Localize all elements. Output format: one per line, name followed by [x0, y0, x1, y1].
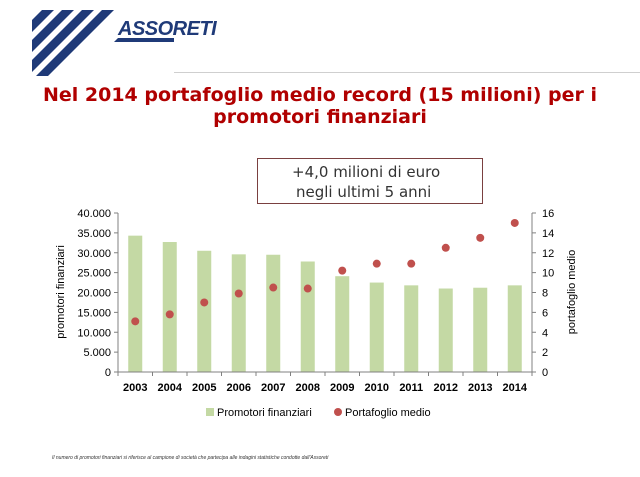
y-tick-label-right: 2 — [542, 347, 548, 359]
assoreti-logo: ASSORETI — [32, 10, 217, 76]
growth-annotation-box: +4,0 milioni di euro negli ultimi 5 anni — [257, 158, 483, 204]
y-tick-label-right: 4 — [542, 327, 548, 339]
y-tick-label-left: 30.000 — [77, 248, 111, 260]
bar-2007 — [266, 254, 281, 372]
bar-2005 — [197, 250, 212, 372]
dot-2013 — [476, 233, 485, 242]
bar-2003 — [128, 235, 143, 372]
y-tick-label-right: 10 — [542, 268, 554, 280]
y-tick-label-left: 20.000 — [77, 288, 111, 300]
dot-2012 — [441, 243, 450, 252]
x-tick-label-2013: 2013 — [468, 382, 492, 394]
y-tick-label-right: 6 — [542, 307, 548, 319]
title-line-1: Nel 2014 portafoglio medio record (15 mi… — [42, 84, 598, 106]
y-tick-label-right: 16 — [542, 208, 554, 220]
slide-title: Nel 2014 portafoglio medio record (15 mi… — [40, 84, 600, 128]
header-divider — [174, 72, 640, 73]
x-tick-label-2014: 2014 — [503, 382, 528, 394]
x-tick-label-2003: 2003 — [123, 382, 147, 394]
x-tick-label-2004: 2004 — [158, 382, 183, 394]
x-tick-label-2011: 2011 — [399, 382, 423, 394]
bar-2004 — [162, 242, 177, 372]
x-tick-label-2012: 2012 — [434, 382, 458, 394]
x-tick-label-2006: 2006 — [227, 382, 251, 394]
legend-swatch-promotori — [206, 408, 214, 416]
annotation-line-2: negli ultimi 5 anni — [296, 183, 432, 201]
dot-2008 — [303, 284, 312, 293]
legend-label-promotori: Promotori finanziari — [217, 407, 312, 419]
x-tick-label-2009: 2009 — [330, 382, 354, 394]
bar-2013 — [473, 287, 488, 372]
y-axis-title-left: promotori finanziari — [55, 245, 67, 339]
annotation-line-1: +4,0 milioni di euro — [292, 163, 441, 181]
x-tick-label-2008: 2008 — [296, 382, 320, 394]
y-tick-label-left: 15.000 — [77, 307, 111, 319]
bar-2011 — [404, 285, 419, 372]
dot-2005 — [200, 298, 209, 307]
bar-2006 — [231, 254, 246, 372]
dot-2011 — [407, 259, 416, 268]
y-tick-label-left: 40.000 — [77, 208, 111, 220]
y-tick-label-right: 12 — [542, 248, 554, 260]
y-tick-label-right: 0 — [542, 367, 548, 379]
dot-2006 — [234, 289, 243, 298]
dot-2004 — [165, 310, 174, 319]
dot-2007 — [269, 283, 278, 292]
bar-2008 — [300, 261, 315, 372]
footnote: Il numero di promotori finanziari si rif… — [52, 455, 329, 461]
logo-wordmark: ASSORETI — [118, 18, 217, 40]
bar-2010 — [369, 282, 384, 372]
x-tick-label-2010: 2010 — [365, 382, 389, 394]
legend-swatch-portafoglio — [334, 408, 342, 416]
y-tick-label-right: 8 — [542, 288, 548, 300]
bar-2014 — [507, 285, 522, 372]
bar-2012 — [438, 288, 453, 372]
y-tick-label-left: 25.000 — [77, 268, 111, 280]
y-tick-label-left: 10.000 — [77, 327, 111, 339]
x-tick-label-2007: 2007 — [261, 382, 285, 394]
y-tick-label-left: 0 — [105, 367, 111, 379]
dot-2009 — [338, 266, 347, 275]
dot-2014 — [510, 218, 519, 227]
y-tick-label-right: 14 — [542, 228, 554, 240]
y-tick-label-left: 35.000 — [77, 228, 111, 240]
logo-stripes-icon — [32, 10, 174, 76]
title-line-2: promotori finanziari — [213, 106, 427, 128]
dot-2003 — [131, 317, 140, 326]
legend-label-portafoglio: Portafoglio medio — [345, 407, 431, 419]
y-axis-title-right: portafoglio medio — [566, 250, 578, 334]
y-tick-label-left: 5.000 — [83, 347, 111, 359]
bar-2009 — [335, 276, 350, 372]
x-tick-label-2005: 2005 — [192, 382, 216, 394]
dot-2010 — [372, 259, 381, 268]
